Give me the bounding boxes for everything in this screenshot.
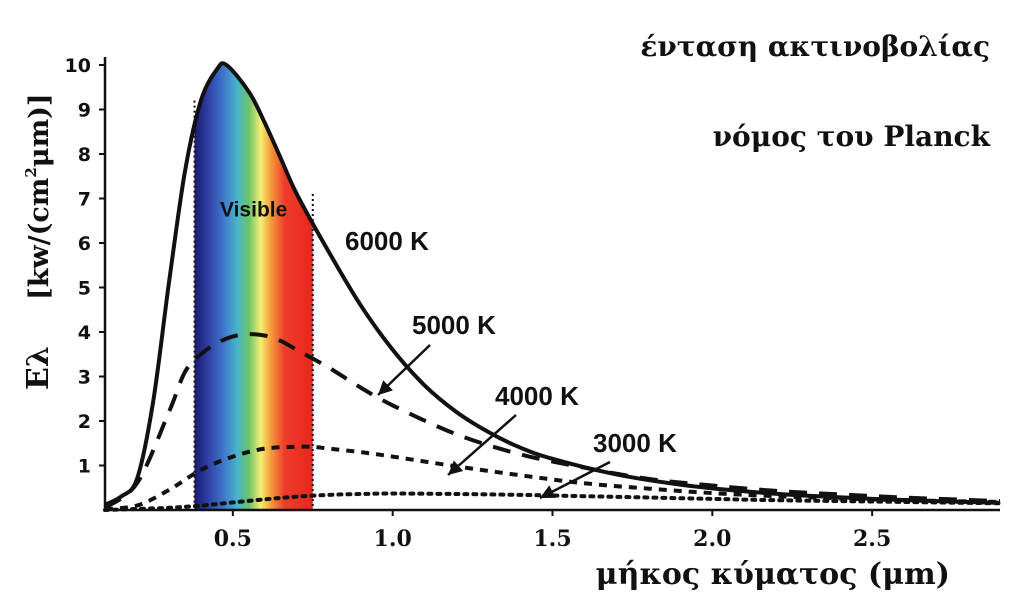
series-line-3000-k	[103, 491, 1002, 512]
chart-title: ένταση ακτινοβολίας	[640, 30, 990, 63]
y-ticks: 1 2 3 4 5 6 7 8 9 10	[65, 55, 105, 478]
visible-band: Visible	[193, 63, 314, 510]
x-tick-label-1-5: 1.5	[533, 526, 571, 552]
annotation-label-3000-k: 3000 K	[593, 428, 677, 458]
annotation-arrowhead-5000-k	[378, 380, 393, 395]
annotation-arrowhead-3000-k	[540, 485, 556, 498]
x-tick-label-1-0: 1.0	[374, 526, 412, 552]
x-tick-label-0-5: 0.5	[214, 526, 252, 552]
x-axis-title: μήκος κύματος (μm)	[596, 557, 950, 592]
chart-subtitle: νόμος του Planck	[713, 120, 991, 153]
series-line-6000-k	[104, 61, 1001, 507]
axes: 1 2 3 4 5 6 7 8 9 10 0.5 1.0 1.5 2.0 2.5	[65, 55, 1000, 552]
y-tick-label-5: 5	[78, 278, 91, 300]
x-tick-label-2-5: 2.5	[853, 526, 891, 552]
y-tick-label-6: 6	[78, 233, 91, 255]
y-axis-units-group: [kw/(cm2μm)]	[22, 93, 55, 300]
x-ticks: 0.5 1.0 1.5 2.0 2.5	[214, 510, 891, 552]
y-tick-label-7: 7	[78, 189, 91, 211]
visible-band-label: Visible	[220, 198, 287, 221]
y-tick-label-3: 3	[78, 367, 91, 389]
y-tick-label-4: 4	[78, 322, 91, 344]
visible-spectrum-fill	[194, 63, 313, 510]
y-axis-units-superscript: 2	[22, 167, 40, 177]
series-line-4000-k	[104, 444, 1001, 512]
series-line-5000-k	[103, 332, 1001, 510]
y-tick-label-1: 1	[78, 456, 91, 478]
annotation-arrowhead-4000-k	[448, 460, 464, 475]
y-tick-label-9: 9	[78, 100, 91, 122]
x-tick-label-2-0: 2.0	[693, 526, 731, 552]
y-tick-label-2: 2	[78, 411, 91, 433]
annotation-label-6000-k: 6000 K	[345, 226, 429, 256]
annotation-label-4000-k: 4000 K	[495, 381, 579, 411]
y-axis-units: [kw/(cm2μm)]	[22, 93, 55, 300]
y-tick-label-10: 10	[65, 55, 91, 77]
y-axis-title-group: Eλ	[21, 346, 56, 390]
y-tick-label-8: 8	[78, 144, 91, 166]
annotation-label-5000-k: 5000 K	[412, 310, 496, 340]
y-axis-units-prefix: [kw/(cm	[24, 178, 55, 300]
curve-annotations: 6000 K 5000 K 4000 K 3000 K	[345, 226, 677, 500]
y-axis-title: Eλ	[21, 346, 56, 390]
annotation-arrow-4000-k	[447, 414, 517, 476]
y-axis-units-suffix: μm)]	[24, 93, 55, 167]
series-group	[103, 61, 1002, 512]
